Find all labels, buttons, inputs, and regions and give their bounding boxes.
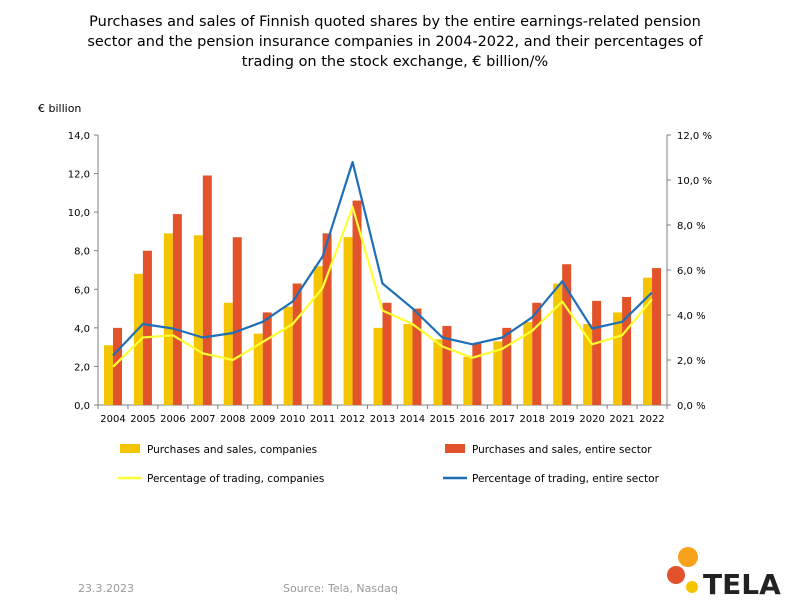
- bar-companies: [313, 266, 323, 405]
- legend-label: Percentage of trading, companies: [147, 473, 324, 485]
- legend-swatch: [445, 444, 465, 453]
- bar-companies: [343, 237, 353, 405]
- x-tick-label: 2004: [100, 414, 125, 425]
- bar-companies: [133, 273, 143, 405]
- y-tick-label: 6,0: [74, 285, 90, 296]
- bar-companies: [493, 341, 503, 405]
- logo-dot-red: [667, 566, 685, 584]
- bar-entire-sector: [562, 264, 572, 405]
- y-axis-label: € billion: [38, 102, 81, 115]
- y2-tick-label: 4,0 %: [677, 311, 706, 322]
- bar-entire-sector: [382, 302, 392, 405]
- logo-dot-yellow: [686, 581, 698, 593]
- y-tick-label: 8,0: [74, 247, 90, 258]
- bar-entire-sector: [502, 327, 512, 405]
- y2-tick-label: 6,0 %: [677, 266, 706, 277]
- legend-label: Purchases and sales, companies: [147, 444, 317, 456]
- bar-companies: [433, 339, 443, 405]
- bar-companies: [253, 333, 263, 405]
- x-tick-label: 2019: [549, 414, 574, 425]
- bar-entire-sector: [622, 297, 632, 405]
- bar-entire-sector: [652, 268, 662, 405]
- bar-companies: [223, 302, 233, 405]
- title-line-1: Purchases and sales of Finnish quoted sh…: [89, 14, 701, 30]
- y-tick-label: 12,0: [68, 170, 90, 181]
- y-tick-label: 10,0: [68, 208, 90, 219]
- legend-label: Percentage of trading, entire sector: [472, 473, 660, 485]
- y2-tick-label: 10,0 %: [677, 176, 712, 187]
- logo-text: TELA: [703, 568, 781, 601]
- footer-date: 23.3.2023: [78, 582, 134, 595]
- x-tick-label: 2016: [460, 414, 485, 425]
- x-tick-label: 2013: [370, 414, 395, 425]
- x-tick-label: 2014: [400, 414, 425, 425]
- bar-entire-sector: [142, 250, 152, 405]
- bar-entire-sector: [412, 308, 422, 405]
- x-tick-label: 2015: [430, 414, 455, 425]
- line-percentage-companies: [112, 205, 653, 368]
- chart-title: Purchases and sales of Finnish quoted sh…: [60, 12, 730, 72]
- y2-tick-label: 12,0 %: [677, 131, 712, 142]
- y-tick-label: 14,0: [68, 131, 90, 142]
- x-tick-label: 2020: [579, 414, 604, 425]
- x-tick-label: 2012: [340, 414, 365, 425]
- x-tick-label: 2005: [130, 414, 155, 425]
- x-tick-label: 2021: [609, 414, 634, 425]
- bar-companies: [103, 345, 113, 405]
- y2-tick-label: 2,0 %: [677, 356, 706, 367]
- x-tick-label: 2007: [190, 414, 215, 425]
- y-tick-label: 4,0: [74, 324, 90, 335]
- x-tick-label: 2009: [250, 414, 275, 425]
- bar-entire-sector: [172, 214, 182, 405]
- legend-swatch: [120, 444, 140, 453]
- bar-companies: [283, 306, 293, 405]
- bar-companies: [463, 356, 473, 405]
- bar-entire-sector: [322, 233, 332, 405]
- x-tick-label: 2008: [220, 414, 245, 425]
- x-tick-label: 2010: [280, 414, 305, 425]
- y-tick-label: 0,0: [74, 401, 90, 412]
- x-tick-label: 2018: [520, 414, 545, 425]
- bar-entire-sector: [472, 343, 482, 405]
- x-tick-label: 2006: [160, 414, 185, 425]
- title-line-3: trading on the stock exchange, € billion…: [241, 54, 549, 70]
- bar-companies: [583, 324, 593, 405]
- line-percentage-entire-sector: [112, 160, 653, 357]
- bar-entire-sector: [592, 300, 602, 405]
- bar-companies: [613, 312, 623, 405]
- bar-companies: [163, 233, 173, 405]
- bar-entire-sector: [112, 327, 122, 405]
- bar-entire-sector: [292, 283, 302, 405]
- bar-entire-sector: [532, 302, 542, 405]
- x-tick-label: 2011: [310, 414, 335, 425]
- bar-companies: [403, 324, 413, 405]
- title-line-2: sector and the pension insurance compani…: [87, 34, 703, 50]
- bar-entire-sector: [352, 200, 362, 405]
- y2-tick-label: 8,0 %: [677, 221, 706, 232]
- x-tick-label: 2022: [639, 414, 664, 425]
- bar-entire-sector: [442, 325, 452, 405]
- logo-dot-orange: [678, 547, 698, 567]
- y2-tick-label: 0,0 %: [677, 401, 706, 412]
- y-tick-label: 2,0: [74, 362, 90, 373]
- bar-entire-sector: [262, 312, 272, 405]
- x-tick-label: 2017: [490, 414, 515, 425]
- legend-label: Purchases and sales, entire sector: [472, 444, 652, 456]
- footer-source: Source: Tela, Nasdaq: [283, 582, 398, 595]
- bar-companies: [643, 277, 653, 405]
- bar-entire-sector: [202, 175, 212, 405]
- bar-companies: [193, 235, 203, 405]
- bar-companies: [523, 322, 533, 405]
- bar-companies: [553, 283, 563, 405]
- bar-entire-sector: [232, 237, 242, 405]
- bar-companies: [373, 327, 383, 405]
- tela-logo-icon: [667, 547, 698, 593]
